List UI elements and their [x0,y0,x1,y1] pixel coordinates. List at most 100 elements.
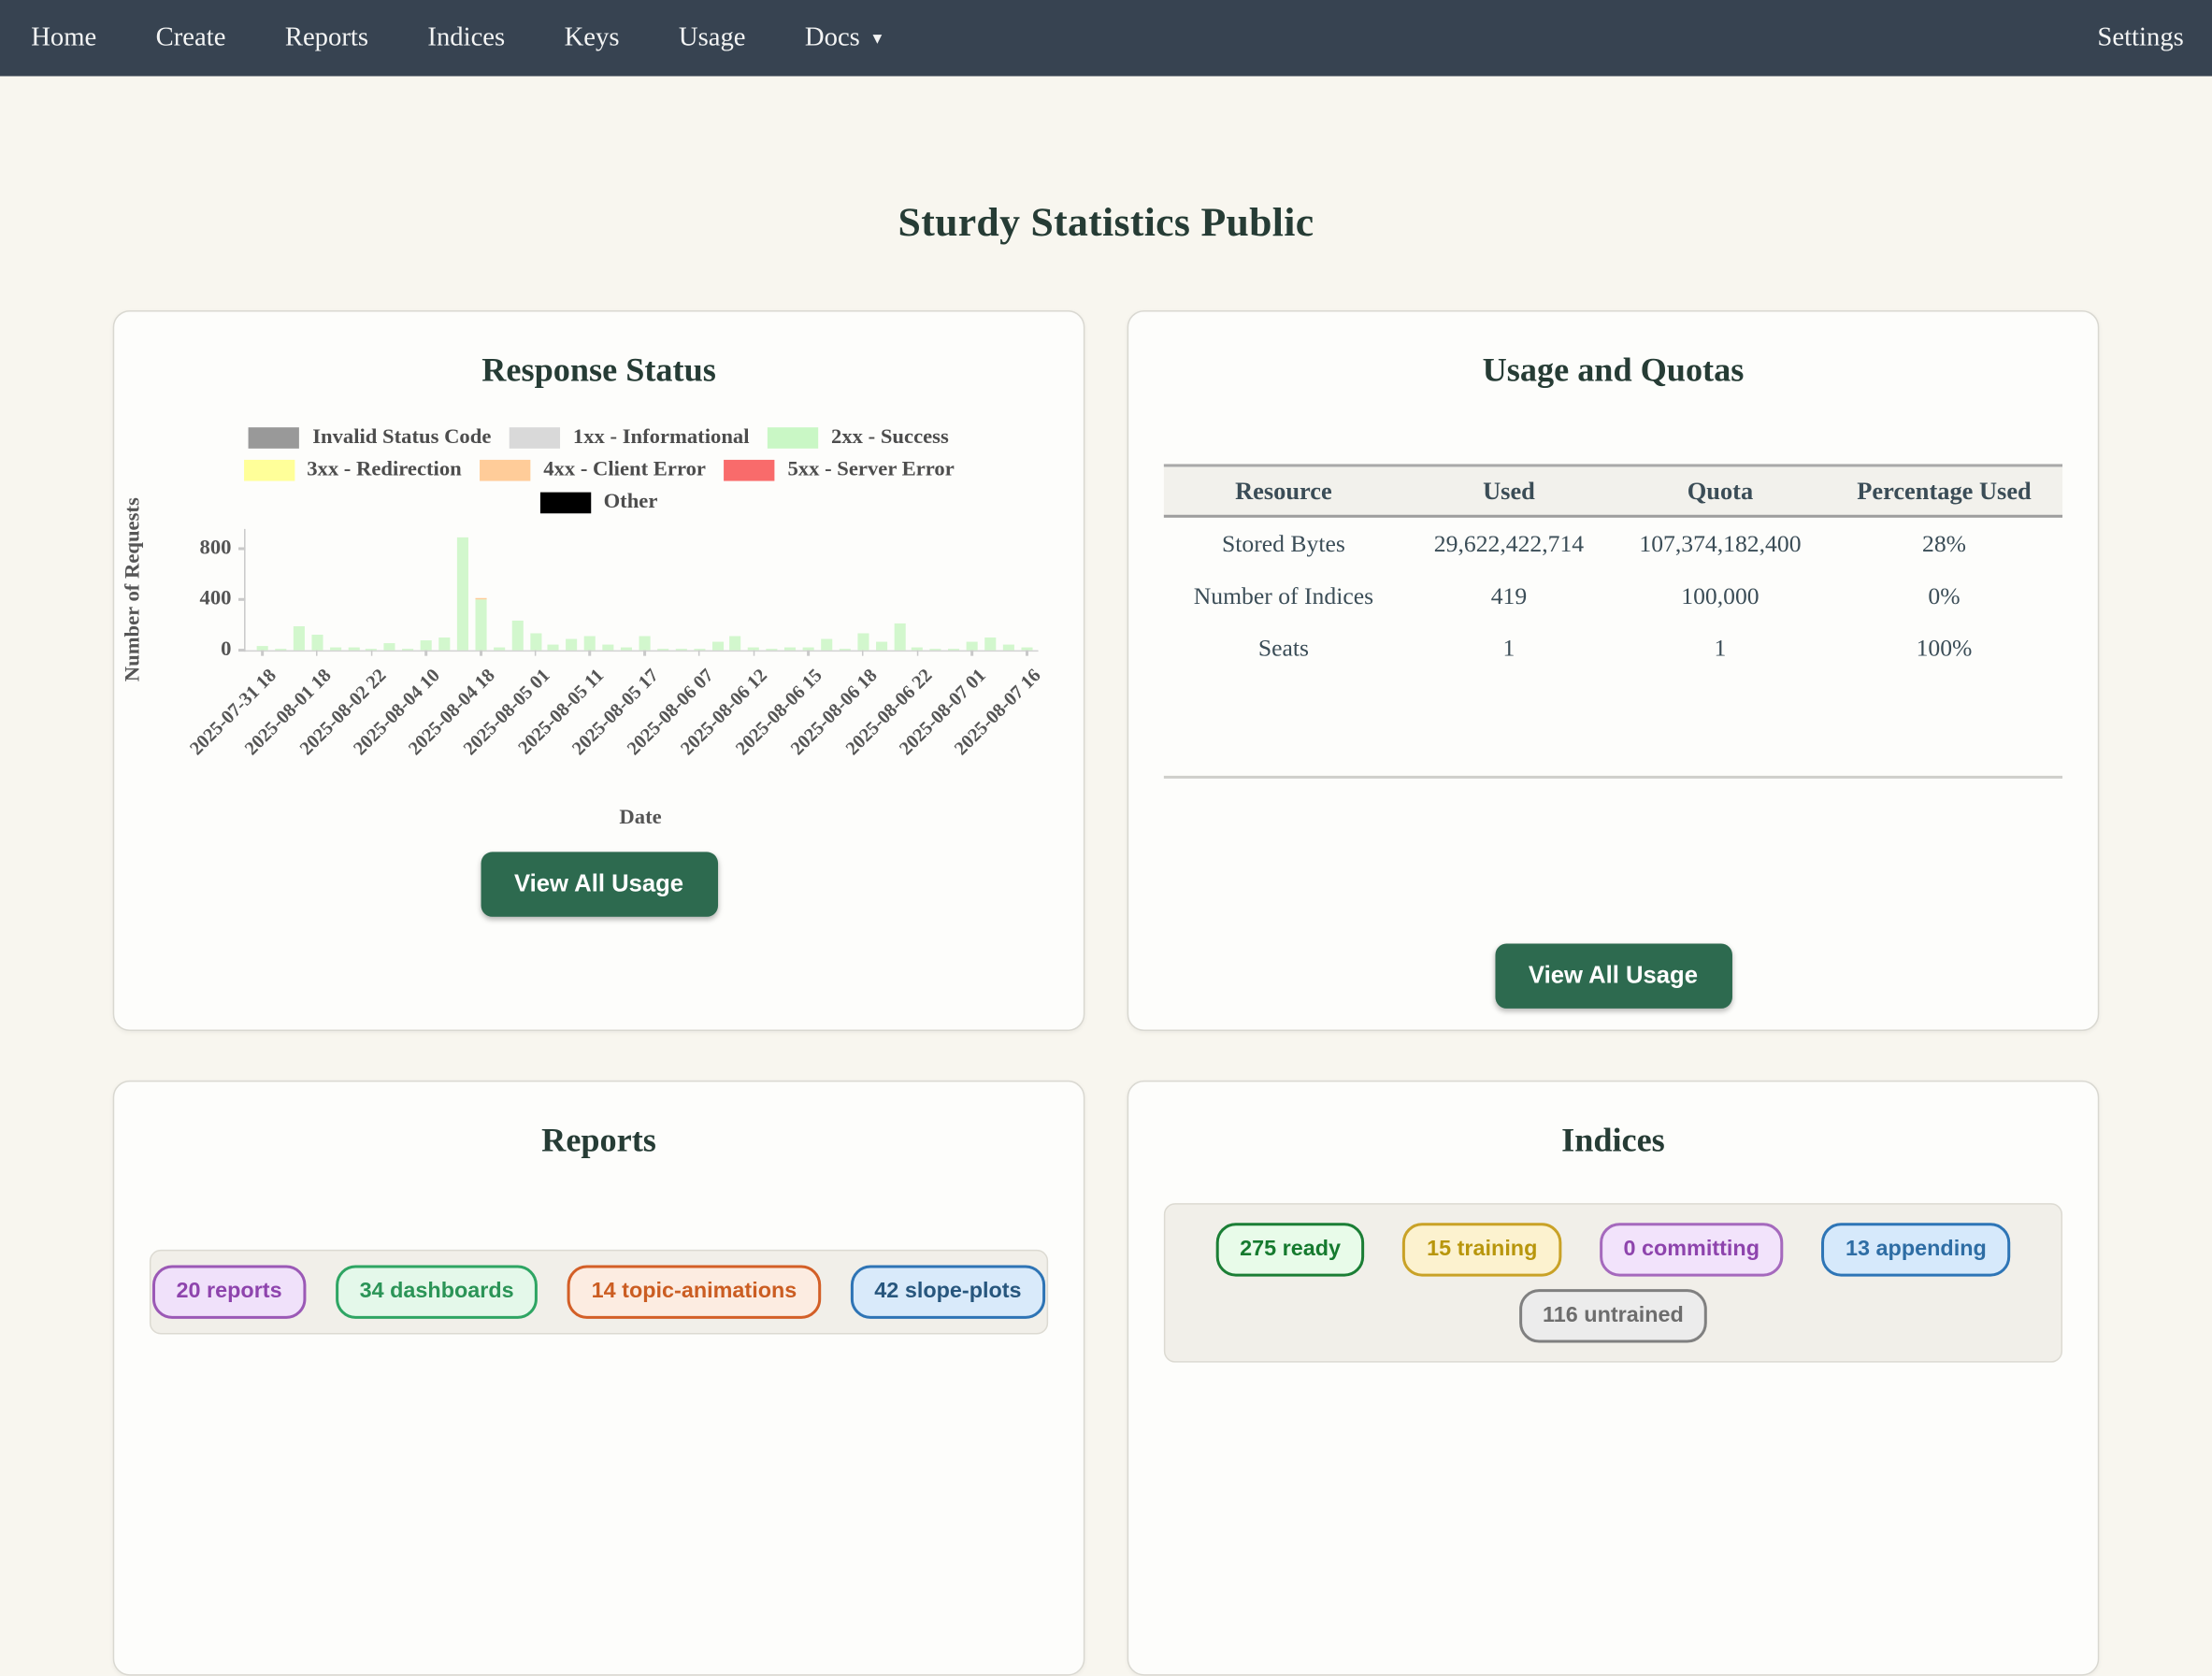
response-status-chart: Number of Requests 0 400 800 2025-07-31 18 2… [122,497,1045,830]
legend-swatch-icon [249,427,300,449]
legend-label: 5xx - Server Error [787,458,955,481]
status-badge-0-committing[interactable]: 0 committing [1599,1223,1784,1277]
chart-bar [856,633,869,651]
x-tick-mark [480,650,482,656]
chart-bar [675,649,687,651]
nav-item-keys[interactable]: Keys [564,22,620,52]
x-tick-mark [753,650,755,656]
x-tick-mark [861,650,865,656]
status-badge-14-topic-animations[interactable]: 14 topic-animations [567,1265,821,1319]
chart-bar [802,648,814,651]
chart-bar [511,621,524,651]
legend-item: 1xx - Informational [510,426,750,451]
cards-grid: Response Status Invalid Status Code 1xx -… [112,309,2100,1676]
x-tick-mark [370,650,373,656]
nav-item-usage[interactable]: Usage [678,22,746,52]
table-row: Seats 1 1 100% [1164,622,2062,674]
legend-label: 1xx - Informational [572,425,750,449]
x-tick-mark [970,650,973,656]
x-tick-mark [643,650,646,656]
nav-links: Home Create Reports Indices Keys Usage Docs ▾ [0,22,2097,53]
chart-bar [1002,644,1014,651]
nav-item-home[interactable]: Home [31,22,97,52]
legend-row: 3xx - Redirection 4xx - Client Error 5xx -… [243,458,955,482]
table-cell: 1 [1714,634,1727,661]
legend-swatch-icon [480,459,531,481]
x-tick-mark [916,650,919,656]
page-title: Sturdy Statistics Public [898,200,1314,246]
x-tick-mark [315,650,319,656]
status-badge-34-dashboards[interactable]: 34 dashboards [335,1265,539,1319]
table-row: Number of Indices 419 100,000 0% [1164,570,2062,623]
nav-item-docs[interactable]: Docs ▾ [804,22,883,52]
chart-bar [729,636,741,651]
legend-item: 5xx - Server Error [724,458,955,482]
legend-swatch-icon [510,427,561,449]
table-header-cell: Resource [1235,476,1332,505]
status-badge-275-ready[interactable]: 275 ready [1215,1223,1365,1277]
status-badge-42-slope-plots[interactable]: 42 slope-plots [850,1265,1046,1319]
indices-badges-row1: 275 ready 15 training 0 committing 13 appen… [1215,1223,2011,1277]
legend-swatch-icon [724,459,775,481]
chart-bar [821,639,833,651]
status-badge-20-reports[interactable]: 20 reports [151,1265,307,1319]
chart-bar [656,648,668,651]
chart-bar [966,640,978,651]
status-badge-13-appending[interactable]: 13 appending [1821,1223,2011,1277]
legend-label: 2xx - Success [831,425,949,449]
table-cell: 107,374,182,400 [1639,529,1802,557]
chart-bar [602,644,614,651]
legend-swatch-icon [243,459,294,481]
nav-item-create[interactable]: Create [155,22,226,52]
view-all-usage-button[interactable]: View All Usage [480,852,718,917]
view-all-usage-button[interactable]: View All Usage [1494,943,1732,1009]
nav-item-settings[interactable]: Settings [2097,22,2184,52]
x-tick-mark [588,650,592,656]
status-badge-15-training[interactable]: 15 training [1402,1223,1562,1277]
chart-plot-area: 0 400 800 2025-07-31 18 2025-08-01 18 2025-08… [185,528,1044,759]
card-title-response-status: Response Status [481,352,716,390]
chart-bar [875,641,887,651]
legend-label: Invalid Status Code [312,425,492,449]
y-tick-mark [238,547,246,551]
table-cell: 100,000 [1681,581,1760,609]
nav-item-reports[interactable]: Reports [284,22,369,52]
chart-bar [766,649,778,651]
chart-bar [984,637,997,651]
chart-bar [347,647,360,651]
chart-bar [420,639,432,651]
table-cell: Number of Indices [1193,581,1374,609]
chart-bar [256,646,268,651]
chart-bar [366,648,378,651]
card-reports: Reports 20 reports 34 dashboards 14 topic-… [112,1080,1085,1676]
chart-bar [929,648,941,651]
chart-bar [383,642,395,651]
chart-bar [583,636,596,651]
card-response-status: Response Status Invalid Status Code 1xx -… [112,309,1085,1032]
card-title-usage-quotas: Usage and Quotas [1482,352,1745,390]
table-header-cell: Percentage Used [1857,476,2032,505]
status-badge-116-untrained[interactable]: 116 untrained [1518,1289,1708,1343]
y-tick-label: 800 [199,537,232,560]
table-cell: Seats [1257,634,1310,661]
chevron-down-icon: ▾ [872,26,883,49]
table-cell: 28% [1921,529,1967,557]
legend-swatch-icon [768,427,819,449]
legend-row: Other [539,491,657,515]
table-cell: 419 [1490,581,1528,609]
card-usage-quotas: Usage and Quotas Resource Used Quota Percen… [1127,309,2100,1032]
usage-quotas-table: Resource Used Quota Percentage Used Stored B… [1163,464,2063,779]
chart-bar [620,647,633,651]
chart-bar [566,639,578,651]
chart-bar [329,647,341,651]
chart-bar [912,648,924,651]
chart-bar [639,636,651,651]
reports-badges: 20 reports 34 dashboards 14 topic-animatio… [151,1265,1046,1319]
chart-bar [839,649,851,651]
chart-bar [711,640,724,651]
chart-bar [693,649,705,651]
x-tick-mark [424,650,427,656]
nav-item-indices[interactable]: Indices [427,22,506,52]
chart-legend: Invalid Status Code 1xx - Informational 2x… [114,426,1084,515]
chart-bar-4xx-segment [475,597,487,600]
